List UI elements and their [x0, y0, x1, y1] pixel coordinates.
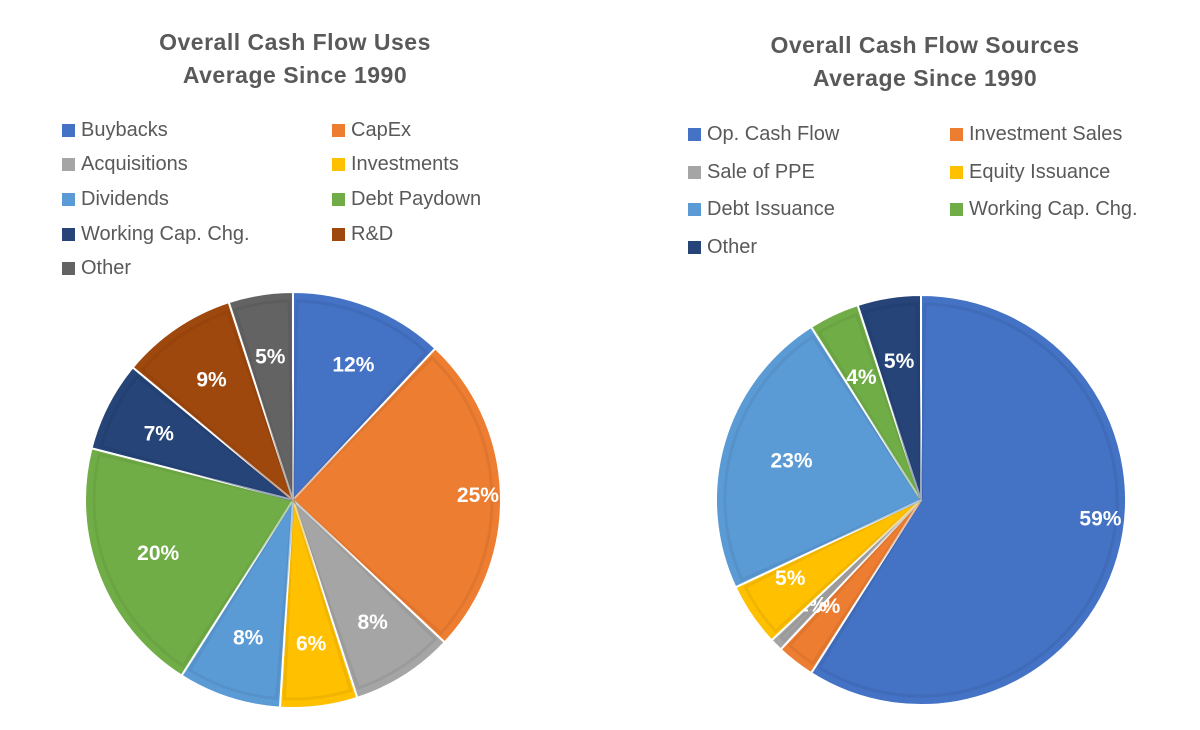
legend-swatch [950, 128, 963, 142]
legend-label: R&D [351, 222, 394, 245]
chart-subtitle-line: Average Since 1990 [812, 65, 1038, 91]
data-label: 20% [137, 542, 179, 565]
pie-0: 12% 25% 8% 6% 8% 20% 7% 9% 5% [84, 290, 502, 709]
legend-item: Op. Cash Flow [688, 116, 950, 154]
legend-item: Working Cap. Chg. [62, 217, 332, 252]
legend-swatch [62, 192, 75, 206]
legend-swatch [950, 165, 963, 179]
data-label: 5% [255, 345, 286, 368]
legend-item: CapEx [332, 113, 532, 148]
legend-label: Dividends [81, 187, 169, 210]
pie-slice-bevel [778, 498, 923, 643]
legend-label: Investment Sales [969, 123, 1123, 146]
pie-slice [84, 447, 295, 678]
data-label: 6% [296, 632, 327, 655]
legend-swatch [332, 227, 345, 241]
pie-slice-bevel [187, 499, 295, 700]
legend-swatch [688, 241, 701, 255]
legend-item: Acquisitions [62, 148, 332, 183]
chart-title-uses: Overall Cash Flow Uses Average Since 199… [60, 26, 530, 92]
legend-label: Acquisitions [81, 153, 188, 176]
legend-item: R&D [332, 217, 532, 252]
legend-label: CapEx [351, 118, 412, 141]
data-label: 9% [196, 369, 227, 392]
legend-label: Op. Cash Flow [707, 123, 840, 146]
legend-swatch [688, 203, 701, 217]
pie-slice-bevel [140, 310, 297, 505]
pie-slice-bevel [92, 452, 296, 668]
legend-swatch [950, 203, 963, 217]
legend-label: Buybacks [81, 118, 168, 141]
pie-slice-bevel [723, 334, 924, 582]
pie-slice-bevel [291, 299, 429, 504]
pie-slice-bevel [817, 312, 923, 501]
legend-item: Dividends [62, 182, 332, 217]
legend-item: Debt Paydown [332, 182, 532, 217]
legend-item: Sale of PPE [688, 154, 950, 192]
legend-item: Investments [332, 148, 532, 183]
data-label: 25% [457, 484, 499, 507]
legend-label: Debt Issuance [707, 198, 835, 221]
chart-title-sources: Overall Cash Flow Sources Average Since … [680, 29, 1170, 95]
pie-1: 59%3%1%5%23%4%5% [715, 293, 1127, 706]
data-label: 23% [771, 449, 813, 472]
legend-item: Investment Sales [950, 116, 1170, 154]
chart-title-line: Overall Cash Flow Sources [770, 32, 1080, 58]
data-label: 5% [775, 567, 806, 590]
data-label: 12% [332, 354, 374, 377]
data-label: 5% [884, 350, 915, 373]
legend-swatch [62, 123, 75, 137]
legend-swatch [332, 158, 345, 172]
legend-swatch [332, 123, 345, 137]
pie-slice [180, 499, 294, 709]
pie-slice-bevel [291, 498, 438, 690]
legend-swatch [688, 165, 701, 179]
pie-slice-bevel [99, 374, 294, 502]
legend-swatch [688, 128, 701, 142]
pie-slice [131, 300, 296, 503]
pie-slice [292, 499, 447, 700]
data-label: 8% [233, 626, 264, 649]
data-label: 7% [144, 423, 175, 446]
legend-label: Working Cap. Chg. [969, 198, 1138, 221]
legend-swatch [62, 227, 75, 241]
data-label: 4% [846, 366, 877, 389]
pie-slice-bevel [787, 498, 923, 666]
legend-item: Buybacks [62, 113, 332, 148]
pie-slice-bevel [290, 355, 494, 636]
legend-label: Working Cap. Chg. [81, 222, 250, 245]
legend-item: Working Cap. Chg. [950, 191, 1170, 229]
pie-slice [227, 290, 294, 501]
legend-label: Investments [351, 153, 459, 176]
legend-label: Equity Issuance [969, 160, 1111, 183]
legend-sources: Op. Cash Flow Investment Sales Sale of PPE… [688, 116, 1170, 266]
data-label: 8% [358, 611, 389, 634]
pie-slice [715, 325, 923, 589]
pie-slice [291, 346, 502, 644]
legend-label: Other [707, 236, 758, 259]
legend-item: Other [688, 229, 950, 267]
pie-slice-bevel [862, 302, 923, 501]
chart-title-line: Overall Cash Flow Uses [159, 29, 431, 55]
pie-slice-bevel [233, 299, 295, 501]
chart-subtitle-line: Average Since 1990 [182, 62, 408, 88]
legend-swatch [62, 158, 75, 172]
legend-swatch [332, 192, 345, 206]
pie-slice-bevel [817, 302, 1119, 698]
legend-label: Other [81, 257, 132, 280]
legend-item: Other [62, 251, 332, 286]
data-label: 59% [1079, 508, 1121, 531]
pie-slice-bevel [743, 498, 923, 634]
pie-slice [809, 293, 1127, 706]
legend-item: Equity Issuance [950, 154, 1170, 192]
pie-slice-bevel [282, 499, 353, 701]
legend-swatch [62, 262, 75, 276]
legend-item: Debt Issuance [688, 191, 950, 229]
pie-slice [856, 293, 922, 501]
legend-label: Debt Paydown [351, 187, 482, 210]
pie-slice [292, 290, 437, 503]
legend-uses: Buybacks CapEx Acquisitions Investments Divi… [62, 113, 532, 286]
legend-label: Sale of PPE [707, 160, 815, 183]
